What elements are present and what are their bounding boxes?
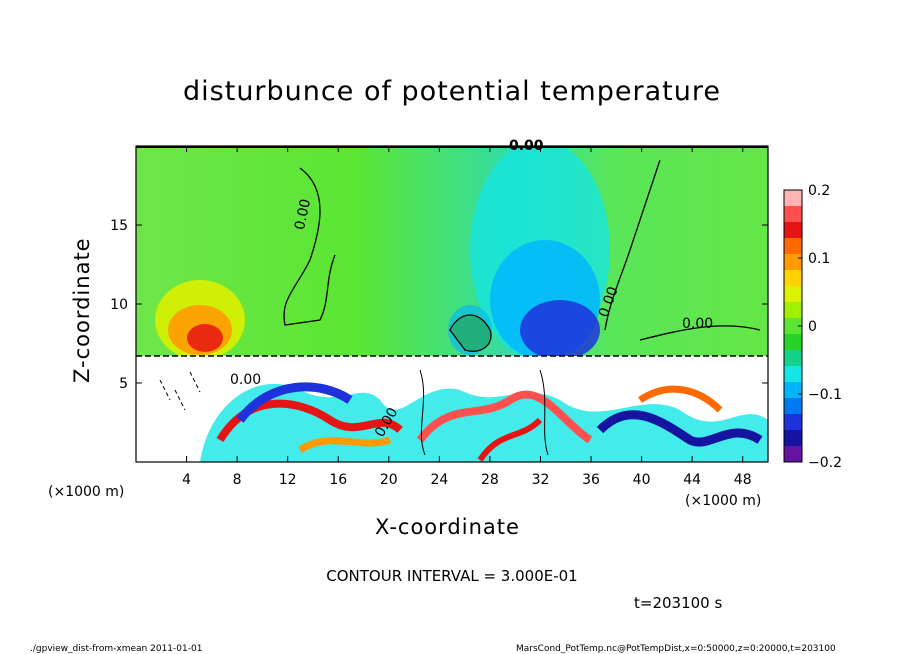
x-tick-label: 12 bbox=[279, 472, 297, 488]
y-axis-label: Z-coordinate bbox=[70, 237, 94, 383]
footer-left: ./gpview_dist-from-xmean 2011-01-01 bbox=[30, 644, 203, 654]
colorbar-swatch bbox=[784, 350, 802, 367]
colorbar-swatch bbox=[784, 206, 802, 223]
colorbar-swatch bbox=[784, 446, 802, 463]
colorbar-swatch bbox=[784, 334, 802, 351]
colorbar-swatch bbox=[784, 430, 802, 447]
x-tick-label: 20 bbox=[380, 472, 398, 488]
colorbar-swatch bbox=[784, 190, 802, 207]
field-image bbox=[136, 146, 768, 462]
contour-label: 0.00 bbox=[509, 138, 544, 154]
colorbar-swatch bbox=[784, 286, 802, 303]
x-tick-label: 16 bbox=[329, 472, 347, 488]
x-axis-label: X-coordinate bbox=[375, 515, 520, 539]
x-tick-label: 40 bbox=[633, 472, 651, 488]
y-axis: 5 10 15 bbox=[110, 218, 768, 392]
contour-interval: CONTOUR INTERVAL = 3.000E-01 bbox=[326, 567, 578, 585]
x-axis-units: (×1000 m) bbox=[685, 493, 762, 509]
x-tick-label: 8 bbox=[233, 472, 242, 488]
colorbar bbox=[783, 189, 803, 463]
y-axis-units: (×1000 m) bbox=[48, 484, 125, 500]
colorbar-swatch bbox=[784, 270, 802, 287]
footer-right: MarsCond_PotTemp.nc@PotTempDist,x=0:5000… bbox=[516, 644, 836, 654]
colorbar-tick-label: 0.1 bbox=[808, 251, 830, 267]
colorbar-swatch bbox=[784, 382, 802, 399]
chart-title: disturbunce of potential temperature bbox=[183, 76, 721, 107]
contour-label: 0.00 bbox=[682, 316, 714, 332]
x-tick-label: 44 bbox=[683, 472, 701, 488]
colorbar-swatch bbox=[784, 254, 802, 271]
x-tick-label: 24 bbox=[430, 472, 448, 488]
y-tick-label: 5 bbox=[119, 376, 128, 392]
colorbar-tick-label: 0 bbox=[808, 319, 817, 335]
colorbar-swatch bbox=[784, 222, 802, 239]
colorbar-ticks: 0.2 0.1 0 −0.1 −0.2 bbox=[798, 183, 842, 471]
y-tick-label: 15 bbox=[110, 218, 128, 234]
colorbar-swatch bbox=[784, 238, 802, 255]
colorbar-tick-label: −0.1 bbox=[808, 387, 842, 403]
time-stamp: t=203100 s bbox=[634, 594, 723, 612]
colorbar-swatch bbox=[784, 302, 802, 319]
x-tick-label: 4 bbox=[182, 472, 191, 488]
colorbar-swatch bbox=[784, 366, 802, 383]
colorbar-swatch bbox=[784, 398, 802, 415]
x-axis: 4 8 12 16 20 24 28 32 36 40 44 48 bbox=[182, 146, 752, 488]
x-tick-label: 36 bbox=[582, 472, 600, 488]
colorbar-tick-label: −0.2 bbox=[808, 455, 842, 471]
x-tick-label: 48 bbox=[734, 472, 752, 488]
x-tick-label: 28 bbox=[481, 472, 499, 488]
colorbar-swatch bbox=[784, 414, 802, 431]
y-tick-label: 10 bbox=[110, 297, 128, 313]
contour-label: 0.00 bbox=[230, 372, 262, 388]
colorbar-tick-label: 0.2 bbox=[808, 183, 830, 199]
x-tick-label: 32 bbox=[532, 472, 550, 488]
colorbar-swatch bbox=[784, 318, 802, 335]
